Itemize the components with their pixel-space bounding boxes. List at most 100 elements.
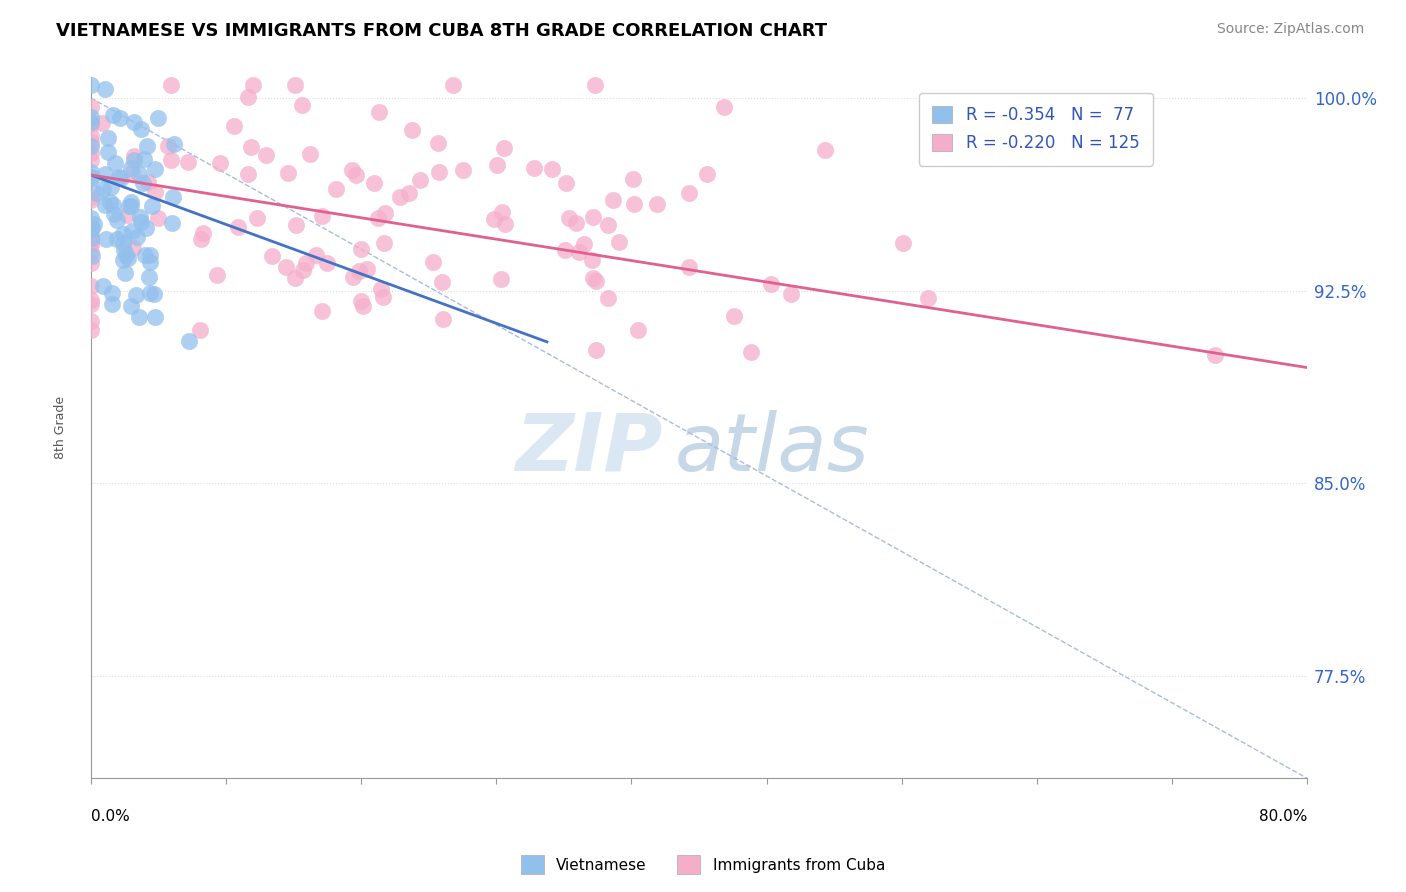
Point — [565, 216, 588, 230]
Point — [491, 205, 513, 219]
Point — [80, 279, 103, 293]
Point — [138, 255, 160, 269]
Point — [205, 268, 228, 282]
Point — [80, 234, 103, 248]
Point — [441, 78, 464, 92]
Point — [647, 196, 669, 211]
Point — [177, 155, 200, 169]
Point — [401, 123, 423, 137]
Point — [374, 206, 396, 220]
Point — [80, 249, 103, 263]
Point — [350, 293, 373, 308]
Point — [492, 141, 515, 155]
Point — [311, 304, 333, 318]
Point — [370, 282, 392, 296]
Point — [121, 166, 143, 180]
Point — [107, 212, 129, 227]
Point — [626, 323, 648, 337]
Point — [90, 116, 112, 130]
Point — [284, 219, 307, 233]
Point — [107, 170, 129, 185]
Point — [159, 153, 181, 167]
Point — [80, 110, 103, 124]
Point — [558, 211, 581, 225]
Point — [162, 190, 184, 204]
Point — [80, 153, 103, 167]
Point — [316, 256, 339, 270]
Point — [80, 165, 103, 179]
Point — [135, 138, 157, 153]
Point — [485, 158, 508, 172]
Point — [208, 156, 231, 170]
Point — [713, 100, 735, 114]
Point — [91, 182, 114, 196]
Point — [112, 227, 135, 241]
Point — [398, 186, 420, 200]
Point — [80, 231, 103, 245]
Point — [104, 155, 127, 169]
Point — [110, 171, 132, 186]
Point — [311, 210, 333, 224]
Point — [80, 193, 103, 207]
Point — [239, 140, 262, 154]
Point — [80, 223, 103, 237]
Point — [129, 211, 152, 225]
Point — [80, 236, 103, 251]
Point — [80, 220, 103, 235]
Point — [541, 161, 564, 176]
Point — [80, 100, 103, 114]
Point — [761, 277, 783, 291]
Point — [120, 199, 142, 213]
Point — [83, 217, 105, 231]
Point — [101, 198, 124, 212]
Point — [295, 256, 318, 270]
Point — [96, 232, 118, 246]
Point — [598, 218, 620, 232]
Point — [80, 135, 103, 149]
Point — [120, 161, 142, 175]
Point — [224, 119, 246, 133]
Point — [568, 245, 591, 260]
Point — [291, 262, 314, 277]
Point — [581, 252, 603, 267]
Point — [138, 269, 160, 284]
Point — [94, 167, 117, 181]
Text: 8th Grade: 8th Grade — [53, 396, 67, 459]
Point — [125, 288, 148, 302]
Point — [80, 314, 103, 328]
Point — [120, 299, 142, 313]
Point — [368, 104, 391, 119]
Point — [80, 211, 103, 225]
Point — [121, 224, 143, 238]
Point — [494, 217, 516, 231]
Point — [146, 111, 169, 125]
Point — [98, 194, 121, 209]
Point — [583, 78, 606, 92]
Point — [350, 242, 373, 256]
Point — [356, 262, 378, 277]
Point — [136, 176, 159, 190]
Point — [427, 164, 450, 178]
Point — [779, 287, 801, 301]
Point — [522, 161, 544, 175]
Point — [162, 216, 184, 230]
Point — [118, 199, 141, 213]
Point — [139, 285, 162, 300]
Point — [101, 286, 124, 301]
Point — [426, 136, 449, 150]
Point — [80, 323, 103, 337]
Point — [191, 226, 214, 240]
Point — [190, 232, 212, 246]
Point — [143, 162, 166, 177]
Point — [128, 310, 150, 324]
Point — [143, 286, 166, 301]
Point — [117, 251, 139, 265]
Point — [139, 248, 162, 262]
Point — [105, 232, 128, 246]
Point — [598, 291, 620, 305]
Point — [80, 220, 103, 235]
Point — [80, 115, 103, 129]
Legend: Vietnamese, Immigrants from Cuba: Vietnamese, Immigrants from Cuba — [515, 849, 891, 880]
Point — [621, 172, 644, 186]
Point — [103, 207, 125, 221]
